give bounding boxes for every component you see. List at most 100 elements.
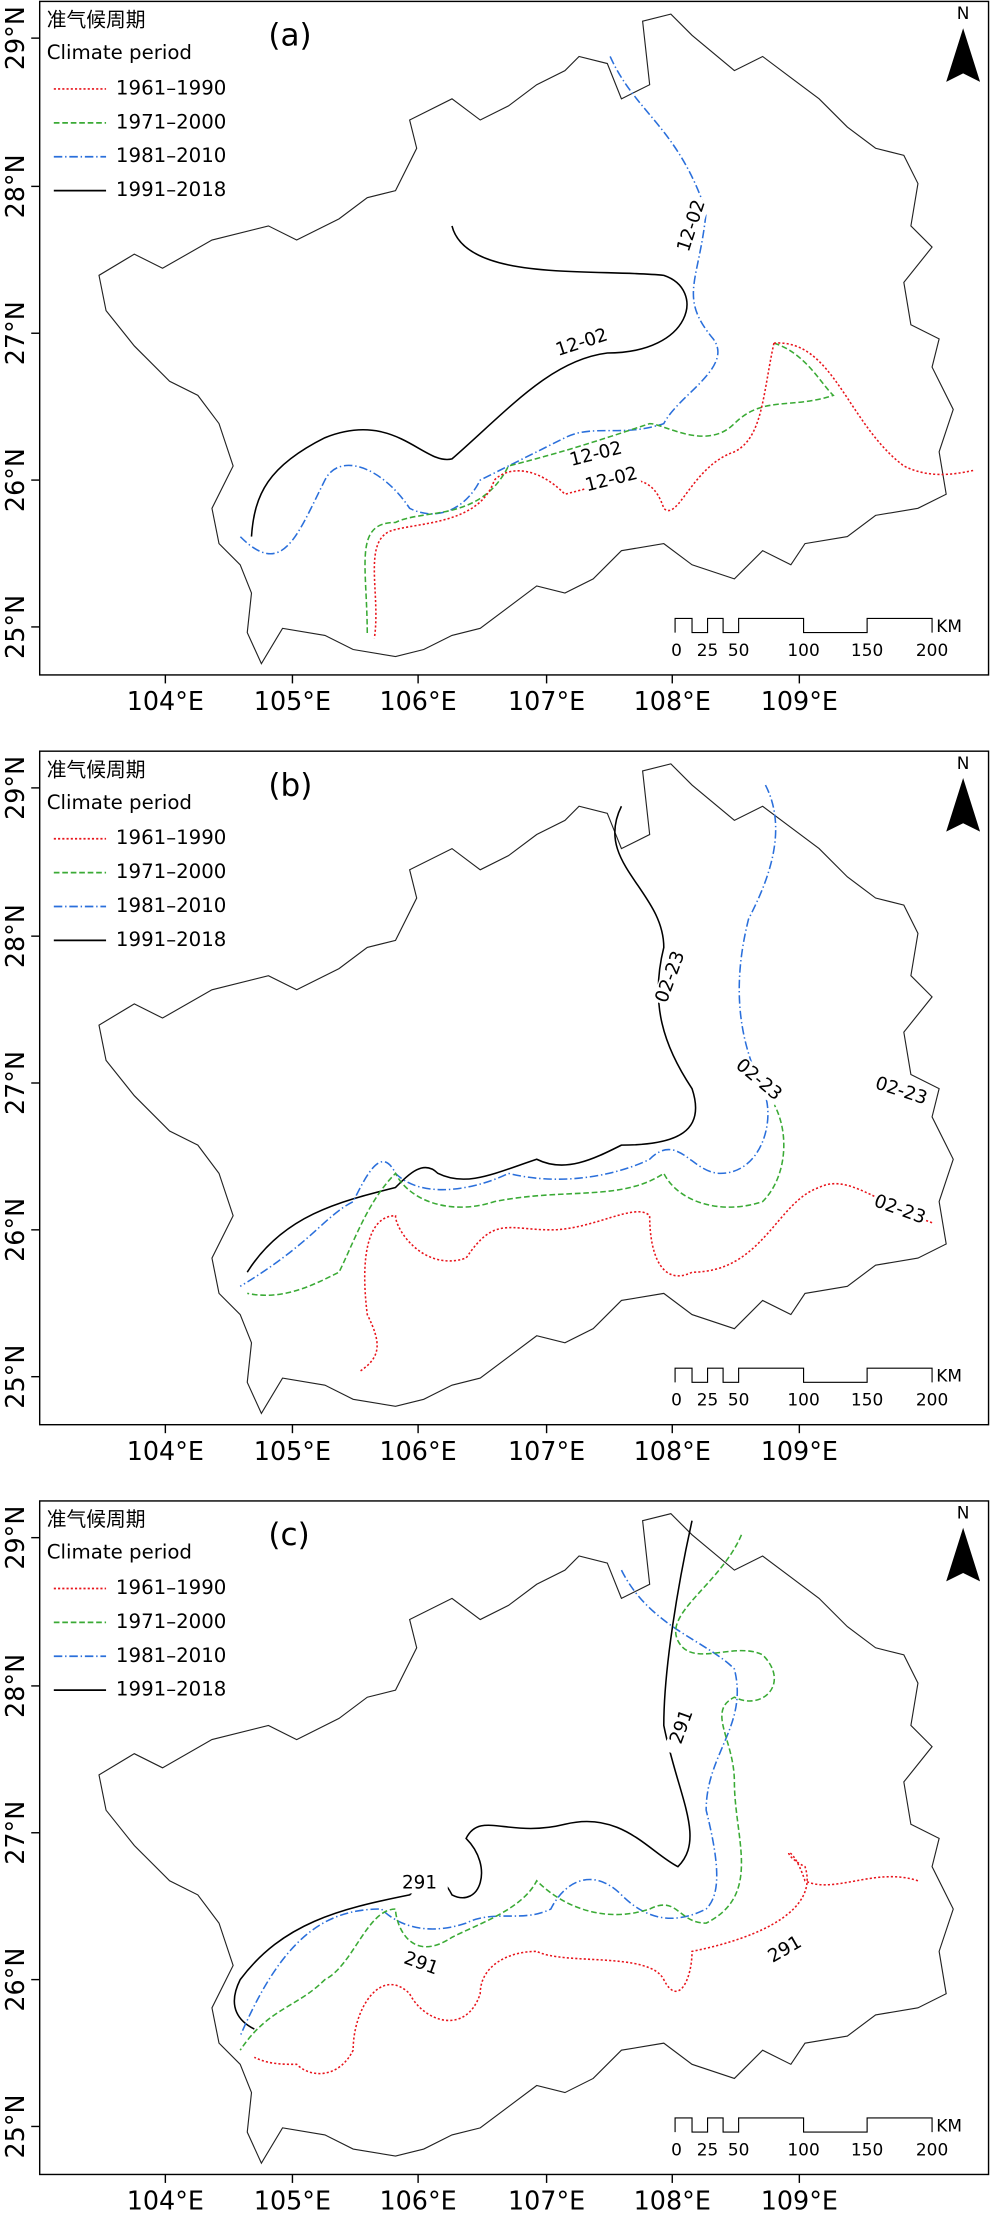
contour-label: 12-02 [553, 324, 610, 360]
y-axis-label: 25°N [0, 2094, 30, 2158]
scale-label: 150 [851, 2139, 883, 2159]
north-label: N [957, 753, 970, 773]
scale-label: 200 [916, 1390, 948, 1410]
scale-label: 50 [728, 2139, 750, 2159]
legend-title-zh: 准气候周期 [47, 9, 146, 32]
label-bg [551, 324, 612, 362]
contour-label: 02-23 [732, 1055, 786, 1105]
isoline [246, 805, 697, 1273]
legend-entry: 1961–1990 [116, 1576, 226, 1599]
label-bg [566, 438, 626, 472]
legend-entry: 1971–2000 [116, 860, 226, 883]
x-axis-label: 109°E [761, 1436, 838, 1466]
x-axis-label: 104°E [127, 1436, 204, 1466]
x-axis-label: 109°E [761, 2186, 838, 2214]
y-axis-label: 25°N [0, 595, 30, 659]
y-axis-label: 26°N [0, 448, 30, 512]
scale-label: 200 [916, 640, 948, 660]
isoline [233, 1520, 693, 2030]
contour-label: 02-23 [651, 948, 689, 1005]
scale-unit: KM [936, 1366, 962, 1386]
x-axis-label: 106°E [379, 2186, 456, 2214]
scale-label: 150 [851, 1390, 883, 1410]
panel-label: (a) [268, 18, 311, 54]
legend-entry: 1981–2010 [116, 144, 226, 167]
legend-entry: 1971–2000 [116, 1610, 226, 1633]
map-frame [38, 750, 990, 1426]
y-axis-label: 28°N [0, 904, 30, 968]
scale-bar [674, 2117, 933, 2133]
legend-entry: 1961–1990 [116, 76, 226, 99]
scale-bar [674, 617, 933, 634]
isoline [253, 1851, 919, 2075]
label-bg [651, 947, 690, 1008]
x-axis-label: 105°E [254, 1436, 331, 1466]
x-axis-label: 104°E [127, 686, 204, 716]
scale-unit: KM [936, 2115, 962, 2135]
y-axis-label: 27°N [0, 301, 30, 365]
label-bg [391, 1945, 451, 1984]
map-frame [38, 1500, 990, 2176]
scale-label: 50 [728, 640, 750, 660]
contour-label: 291 [401, 1948, 441, 1980]
isoline [364, 342, 835, 636]
province-outline [98, 13, 954, 665]
panel-label: (b) [268, 767, 312, 803]
legend-title-en: Climate period [47, 41, 192, 64]
label-bg [673, 196, 711, 256]
province-outline [98, 1513, 954, 2165]
legend-entry: 1971–2000 [116, 110, 226, 133]
y-axis-label: 28°N [0, 1654, 30, 1718]
y-axis-label: 28°N [0, 154, 30, 218]
isoline [250, 225, 688, 537]
contour-label: 12-02 [567, 438, 624, 471]
legend-entry: 1991–2018 [116, 1678, 226, 1701]
label-bg [730, 1054, 787, 1106]
y-axis-label: 27°N [0, 1051, 30, 1115]
x-axis-label: 108°E [634, 1436, 711, 1466]
x-axis-label: 108°E [634, 2186, 711, 2214]
x-axis-label: 109°E [761, 686, 838, 716]
label-bg [871, 1073, 931, 1110]
province-outline [98, 763, 954, 1415]
isoline [239, 784, 777, 1287]
label-bg [755, 1927, 815, 1973]
north-label: N [957, 1503, 970, 1523]
scale-label: 0 [671, 2139, 682, 2159]
y-axis-label: 26°N [0, 1948, 30, 2012]
isoline [247, 1088, 785, 1297]
label-bg [581, 463, 642, 497]
legend-entry: 1981–2010 [116, 894, 226, 917]
x-axis-label: 104°E [127, 2186, 204, 2214]
x-axis-label: 107°E [508, 686, 585, 716]
isoline [359, 1182, 933, 1372]
x-axis-label: 107°E [508, 1436, 585, 1466]
scale-unit: KM [936, 616, 962, 636]
x-axis-label: 108°E [634, 686, 711, 716]
y-axis-label: 25°N [0, 1345, 30, 1409]
contour-label: 02-23 [873, 1073, 930, 1109]
panel-label: (c) [268, 1517, 309, 1553]
scale-label: 100 [787, 2139, 819, 2159]
scale-label: 150 [851, 640, 883, 660]
scale-label: 200 [916, 2139, 948, 2159]
north-arrow [946, 1527, 981, 1582]
scale-label: 100 [787, 1390, 819, 1410]
label-bg [663, 1696, 702, 1757]
scale-label: 25 [697, 1390, 719, 1410]
legend-entry: 1961–1990 [116, 826, 226, 849]
scale-label: 0 [671, 1390, 682, 1410]
scale-bar [674, 1367, 933, 1383]
x-axis-label: 106°E [379, 686, 456, 716]
legend-title-zh: 准气候周期 [47, 1508, 146, 1531]
x-axis-label: 105°E [254, 2186, 331, 2214]
label-bg [391, 1873, 448, 1894]
legend-title-en: Climate period [47, 1541, 192, 1564]
y-axis-label: 29°N [0, 6, 30, 70]
y-axis-label: 27°N [0, 1801, 30, 1865]
legend-entry: 1991–2018 [116, 178, 226, 201]
